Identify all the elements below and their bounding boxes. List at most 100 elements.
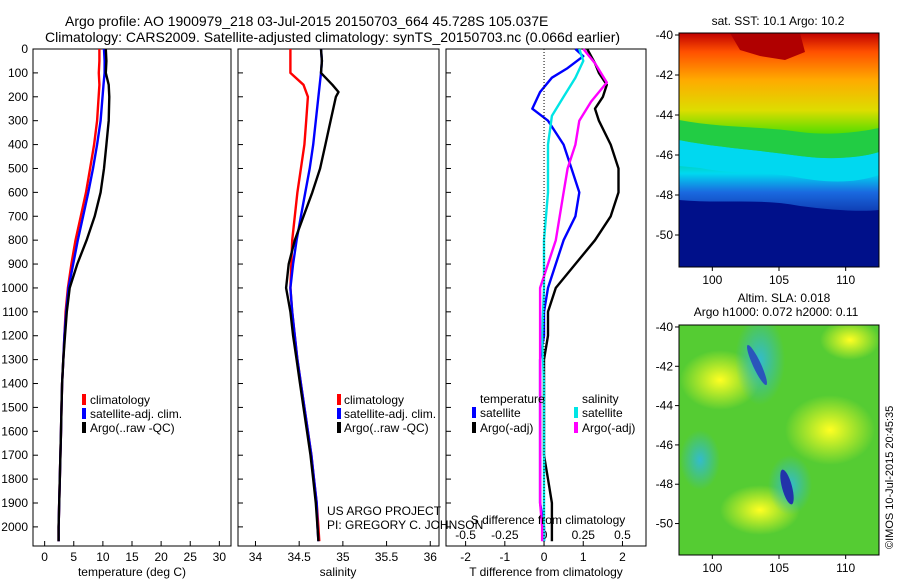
sst-green-band <box>679 120 879 159</box>
x-tick-label: -1 <box>499 550 510 564</box>
y-tick-label: 1500 <box>1 400 28 414</box>
title-line-2: Climatology: CARS2009. Satellite-adjuste… <box>45 29 620 45</box>
y-tick-label: 0 <box>21 42 28 56</box>
x-tick-label: 25 <box>184 550 198 564</box>
y-tick-label: 2000 <box>1 520 28 534</box>
sla-heatmap <box>679 325 879 555</box>
y-tick-label: 1200 <box>1 329 28 343</box>
map-y-tick-label: -44 <box>656 399 674 413</box>
y-tick-label: 1100 <box>2 305 28 319</box>
y-tick-label: 900 <box>8 257 28 271</box>
legend-swatch-climatology <box>337 394 341 405</box>
x-tick-label: 0 <box>41 550 48 564</box>
legend-title-salinity: salinity <box>582 392 619 406</box>
series-line-climatology <box>57 49 101 542</box>
x-tick-label: 2 <box>619 550 626 564</box>
salinity-legend: climatology satellite-adj. clim. Argo(..… <box>337 393 436 435</box>
legend-swatch-t-argo <box>472 422 476 433</box>
t-difference-axis-label: T difference from climatology <box>469 565 623 579</box>
x-tick-label: 0 <box>541 550 548 564</box>
x-tick-label: 34 <box>249 550 263 564</box>
map-y-tick-label: -50 <box>656 228 674 242</box>
sst-map-title: sat. SST: 10.1 Argo: 10.2 <box>712 14 845 28</box>
y-tick-label: 200 <box>8 90 28 104</box>
legend-swatch-satellite <box>82 408 86 419</box>
legend-label-climatology: climatology <box>90 393 150 407</box>
y-tick-label: 1900 <box>1 496 28 510</box>
legend-title-temperature: temperature <box>480 392 545 406</box>
sst-deep-blue <box>679 200 879 267</box>
y-tick-label: 800 <box>8 233 28 247</box>
sla-low-eddy <box>780 469 794 505</box>
x-tick-label: 35.5 <box>375 550 399 564</box>
series-line-argo-raw-qc- <box>57 48 111 542</box>
y-tick-label: 300 <box>8 114 28 128</box>
s-difference-axis-label: S difference from climatology <box>471 513 626 527</box>
sla-yellow-patch <box>785 395 875 465</box>
salinity-panel <box>237 48 440 547</box>
difference-panel <box>445 48 647 547</box>
temperature-legend: climatology satellite-adj. clim. Argo(..… <box>82 393 182 435</box>
map-x-tick-label: 105 <box>769 561 789 575</box>
x-tick-label: 1 <box>580 550 587 564</box>
x-tick-label: 20 <box>154 550 168 564</box>
map-x-tick-label: 105 <box>769 273 789 287</box>
legend-label-argo: Argo(..raw -QC) <box>344 421 429 435</box>
difference-legend-temperature: temperature satellite Argo(-adj) <box>472 392 545 435</box>
legend-label-t-satellite: satellite <box>480 406 521 420</box>
legend-swatch-t-satellite <box>472 407 476 418</box>
map-y-tick-label: -50 <box>656 517 674 531</box>
map-x-tick-label: 110 <box>836 561 855 575</box>
series-line-salinity-argo-adj- <box>538 48 608 542</box>
legend-label-s-argo: Argo(-adj) <box>582 421 635 435</box>
map-y-tick-label: -40 <box>656 320 674 334</box>
legend-label-argo: Argo(..raw -QC) <box>90 421 175 435</box>
temperature-axis-label: temperature (deg C) <box>78 565 186 579</box>
legend-label-climatology: climatology <box>344 393 404 407</box>
sla-cyan-patch <box>680 430 720 490</box>
sla-cyan-patch <box>735 325 785 405</box>
map-x-tick-label: 100 <box>702 273 722 287</box>
y-tick-label: 1800 <box>1 472 28 486</box>
map-x-tick-label: 110 <box>836 273 855 287</box>
legend-swatch-climatology <box>82 394 86 405</box>
x-tick-label: 30 <box>213 550 227 564</box>
x-tick-label: 36 <box>424 550 438 564</box>
legend-swatch-satellite <box>337 408 341 419</box>
project-credit: US ARGO PROJECT <box>327 504 442 518</box>
title-line-1: Argo profile: AO 1900979_218 03-Jul-2015… <box>65 13 548 29</box>
map-y-tick-label: -40 <box>656 28 674 42</box>
series-line-argo-raw-qc- <box>284 48 340 542</box>
legend-swatch-argo <box>82 422 86 433</box>
x-tick-label: 34.5 <box>287 550 311 564</box>
y-tick-label: 1400 <box>1 377 28 391</box>
legend-label-satellite: satellite-adj. clim. <box>344 407 436 421</box>
legend-swatch-argo <box>337 422 341 433</box>
map-y-tick-label: -44 <box>656 108 674 122</box>
map-y-tick-label: -42 <box>656 359 674 373</box>
lines-layer <box>57 48 620 542</box>
pi-credit: PI: GREGORY C. JOHNSON <box>327 518 483 532</box>
y-tick-label: 1300 <box>1 353 28 367</box>
map-x-tick-label: 100 <box>702 561 722 575</box>
series-line-temperature-argo-adj- <box>542 48 620 542</box>
y-tick-label: 600 <box>8 185 28 199</box>
sla-map-title-2: Argo h1000: 0.072 h2000: 0.11 <box>694 305 859 319</box>
x-tick-label: 10 <box>96 550 110 564</box>
x-tick-label: 15 <box>125 550 139 564</box>
legend-swatch-s-satellite <box>574 407 578 418</box>
y-tick-label: 1600 <box>1 424 28 438</box>
y-tick-label: 100 <box>8 66 28 80</box>
sst-heatmap <box>679 33 879 267</box>
x-tick-label: -2 <box>460 550 471 564</box>
imos-credit: ©IMOS 10-Jul-2015 20:45:35 <box>884 406 896 549</box>
sla-yellow-patch <box>820 325 879 360</box>
map-y-tick-label: -48 <box>656 188 674 202</box>
sla-map-frame <box>678 324 880 556</box>
legend-label-s-satellite: satellite <box>582 406 623 420</box>
x-tick-label: 5 <box>70 550 77 564</box>
temperature-panel <box>32 48 232 547</box>
y-tick-label: 1700 <box>1 448 28 462</box>
map-y-tick-label: -42 <box>656 68 674 82</box>
salinity-axis-label: salinity <box>320 565 357 579</box>
